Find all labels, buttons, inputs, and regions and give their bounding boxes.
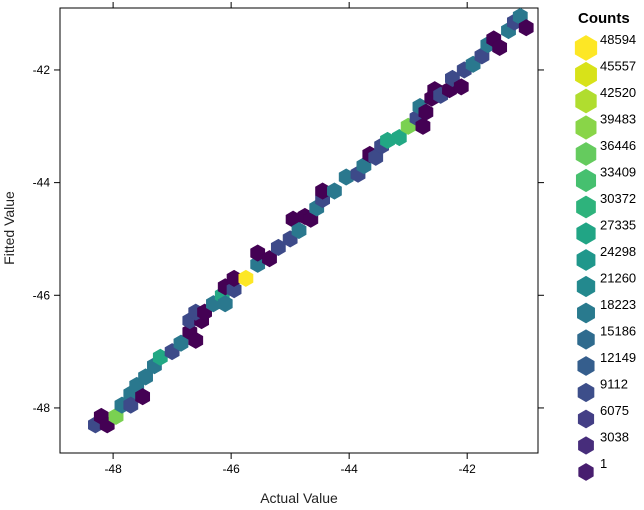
legend-label: 15186 bbox=[600, 324, 636, 339]
x-tick-label: -48 bbox=[104, 462, 122, 476]
legend-title: Counts bbox=[578, 10, 630, 27]
legend-swatch bbox=[578, 436, 594, 455]
legend-label: 6075 bbox=[600, 403, 629, 418]
legend-swatch bbox=[575, 168, 597, 193]
hex-bin bbox=[518, 19, 534, 37]
hex-bin bbox=[135, 388, 151, 406]
hex-bin bbox=[217, 295, 233, 313]
x-axis-title: Actual Value bbox=[260, 490, 338, 506]
legend-swatch bbox=[577, 302, 595, 324]
legend-label: 9112 bbox=[600, 377, 628, 392]
hex-bin bbox=[238, 269, 254, 287]
legend-label: 21260 bbox=[600, 271, 636, 286]
y-tick-label: -42 bbox=[33, 63, 51, 77]
legend-label: 18223 bbox=[600, 297, 636, 312]
legend-swatch bbox=[575, 115, 597, 140]
legend-swatch bbox=[576, 195, 596, 219]
legend-swatch bbox=[576, 275, 596, 298]
legend-swatch bbox=[574, 35, 598, 61]
legend-label: 30372 bbox=[600, 191, 636, 206]
hex-layer bbox=[88, 7, 534, 434]
legend-label: 48594 bbox=[600, 32, 636, 47]
legend-label: 1 bbox=[600, 456, 607, 471]
legend-label: 27335 bbox=[600, 218, 636, 233]
legend-swatch bbox=[577, 382, 595, 403]
axes-layer: -48 -46 -44 -42 -48 -46 -44 -42 bbox=[33, 2, 544, 476]
y-tick-label: -46 bbox=[33, 288, 51, 302]
legend-swatch bbox=[576, 249, 596, 271]
legend-label: 12149 bbox=[600, 350, 636, 365]
hex-bin bbox=[492, 38, 508, 56]
hex-bin bbox=[380, 131, 395, 149]
hex-bin bbox=[327, 182, 342, 200]
legend-swatch bbox=[576, 222, 596, 245]
legend-label: 33409 bbox=[600, 165, 636, 180]
hex-bin bbox=[270, 238, 286, 256]
hex-bin bbox=[173, 334, 189, 352]
hex-bin bbox=[418, 103, 434, 121]
hex-bin bbox=[262, 250, 277, 268]
legend-swatch bbox=[577, 409, 595, 429]
hex-bin bbox=[453, 78, 469, 96]
legend-swatch bbox=[575, 61, 597, 88]
hex-bin bbox=[152, 348, 168, 366]
legend-label: 45557 bbox=[600, 59, 636, 74]
x-tick-label: -42 bbox=[459, 462, 477, 476]
legend-label: 24298 bbox=[600, 244, 636, 259]
legend-label: 39483 bbox=[600, 112, 636, 127]
x-tick-label: -46 bbox=[222, 462, 240, 476]
legend-swatch bbox=[575, 88, 597, 114]
hex-bin bbox=[138, 368, 153, 386]
legend-swatch bbox=[577, 329, 595, 350]
hex-bin bbox=[391, 129, 407, 147]
legend-swatch bbox=[578, 463, 594, 481]
y-tick-label: -48 bbox=[33, 401, 51, 415]
legend-label: 3038 bbox=[600, 430, 629, 445]
legend: 48594 45557 42520 39483 36446 33409 30372 27335… bbox=[574, 32, 636, 481]
y-tick-label: -44 bbox=[33, 176, 51, 190]
legend-swatch bbox=[575, 142, 597, 166]
hex-bin bbox=[291, 221, 307, 240]
x-tick-label: -44 bbox=[340, 462, 358, 476]
legend-label: 36446 bbox=[600, 138, 636, 153]
hex-bin bbox=[338, 168, 354, 186]
y-axis-title: Fitted Value bbox=[1, 191, 17, 265]
hex-bin bbox=[123, 396, 139, 414]
legend-swatch bbox=[577, 356, 595, 376]
legend-label: 42520 bbox=[600, 85, 636, 100]
hex-bin bbox=[188, 331, 204, 349]
